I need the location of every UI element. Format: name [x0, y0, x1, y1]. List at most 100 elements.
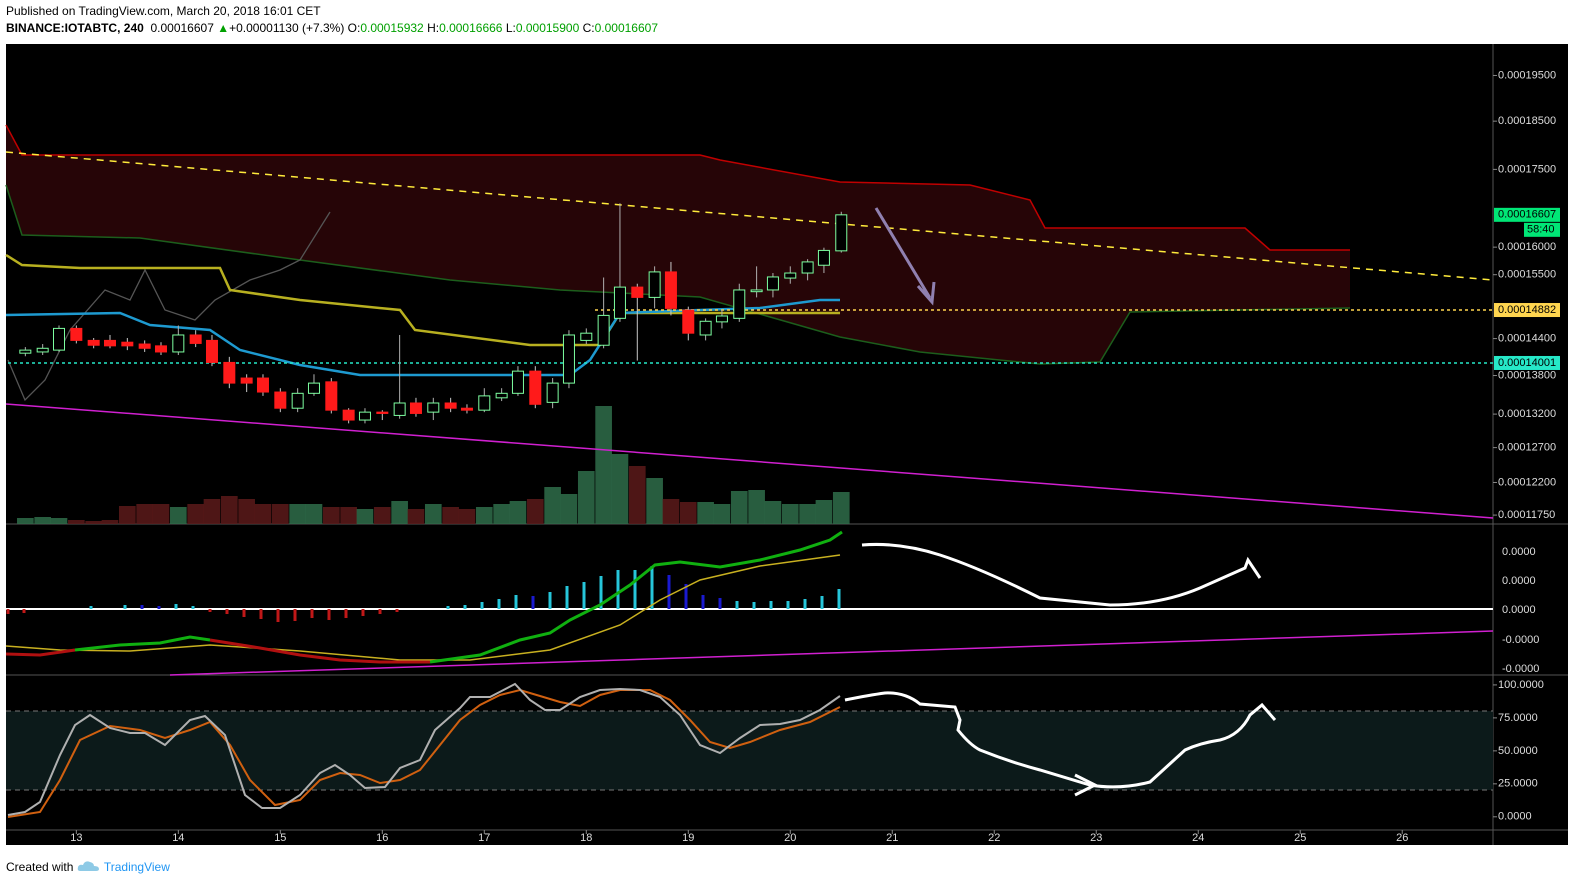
candle-body	[36, 347, 49, 353]
candle-body	[256, 377, 269, 393]
y-tick-label: 0.00012200	[1498, 476, 1556, 488]
candle-body	[87, 339, 100, 346]
x-tick-label: 18	[580, 832, 592, 844]
chikou	[7, 211, 331, 402]
macd-line	[74, 530, 843, 664]
candle-body	[103, 339, 116, 347]
support-line	[5, 403, 1494, 519]
tenkan	[5, 298, 840, 377]
volume-bar	[119, 506, 136, 524]
macd-trend	[169, 630, 1494, 676]
price-label: 0.00014882	[1498, 304, 1556, 316]
last: 0.00016607	[150, 21, 214, 35]
candle-body	[307, 382, 320, 394]
created: Created with	[6, 860, 74, 874]
volume-bar	[17, 518, 34, 524]
candle-body	[715, 315, 728, 323]
volume-bar	[356, 509, 374, 524]
drawing	[861, 542, 1262, 607]
arrow: ▲	[217, 21, 230, 35]
candle-body	[358, 411, 371, 421]
volume-bar	[577, 471, 595, 524]
volume-bar	[595, 406, 612, 524]
stoch-tick-label: 50.0000	[1498, 745, 1538, 757]
macd-tick-label: 0.0000	[1502, 604, 1536, 616]
volume-bar	[697, 502, 714, 524]
x-tick-label: 23	[1090, 832, 1102, 844]
macd-signal	[5, 554, 841, 661]
volume-bar	[424, 504, 442, 524]
candle-body	[817, 249, 830, 266]
c-label: C:	[582, 21, 595, 35]
volume-bar	[101, 520, 119, 524]
candle-body	[138, 343, 151, 349]
footer: Created with TradingView	[6, 857, 170, 874]
volume-bar	[544, 487, 561, 524]
volume-bar	[662, 499, 680, 524]
volume-bar	[628, 466, 646, 524]
volume-bar	[832, 492, 850, 524]
volume-bar	[611, 454, 629, 524]
candle-body	[427, 402, 440, 413]
x-tick-label: 22	[988, 832, 1000, 844]
volume-bar	[748, 490, 765, 524]
candle-body	[121, 341, 134, 347]
volume-bar	[289, 504, 306, 524]
candle-body	[648, 271, 661, 298]
candle-body	[223, 361, 236, 384]
c: 0.00016607	[594, 21, 658, 35]
candle-body	[750, 289, 763, 293]
volume-bar	[170, 507, 187, 524]
macd-tick-label: 0.0000	[1502, 546, 1536, 558]
candle-body	[495, 392, 508, 399]
l-label: L:	[505, 21, 516, 35]
price-label-box	[1494, 207, 1560, 222]
trend-line	[5, 151, 1494, 281]
published-line: Published on TradingView.com, March 20, …	[6, 4, 321, 18]
candle-body	[801, 261, 814, 274]
logo	[77, 861, 99, 871]
stoch-tick-label: 0.0000	[1498, 811, 1532, 823]
volume-bar	[679, 502, 697, 524]
candle-body	[511, 370, 524, 394]
candle-body	[376, 411, 389, 414]
macd-tick-label: -0.0000	[1502, 663, 1539, 675]
candle-body	[409, 402, 422, 414]
y-tick-label: 0.00019500	[1498, 69, 1556, 81]
countdown-box	[1524, 222, 1560, 237]
volume-bar	[391, 501, 408, 524]
senkou-a	[5, 184, 1351, 365]
candle-body	[580, 332, 593, 341]
h-label: H:	[427, 21, 440, 35]
candle-body	[784, 272, 797, 279]
candle-body	[52, 327, 65, 351]
candle-body	[325, 381, 338, 411]
price-label: 0.00016607	[1498, 209, 1556, 221]
macd-histogram	[89, 566, 841, 609]
candle-body	[613, 286, 626, 319]
stoch-tick-label: 100.0000	[1498, 679, 1544, 691]
volume-bar	[50, 518, 68, 524]
candle-body	[597, 314, 610, 346]
volume-bar	[254, 504, 272, 524]
price-label-box	[1494, 355, 1560, 370]
arrow	[874, 207, 936, 306]
stoch-d	[7, 688, 841, 818]
macd-histogram	[6, 609, 399, 622]
x-tick-label: 21	[886, 832, 898, 844]
volume-bar	[781, 504, 799, 524]
candle-body	[766, 276, 779, 291]
y-tick-label: 0.00018500	[1498, 115, 1556, 127]
candle-body	[444, 402, 457, 409]
volume-bar	[340, 507, 357, 524]
volume-bar	[203, 499, 221, 524]
candle-body	[70, 327, 83, 341]
volume-bar	[442, 507, 459, 524]
macd-tick-label: -0.0000	[1502, 634, 1539, 646]
volume-bar	[373, 507, 391, 524]
o: 0.00015932	[360, 21, 424, 35]
brand[interactable]: TradingView	[103, 860, 170, 874]
volume-bar	[475, 507, 493, 524]
x-tick-label: 17	[478, 832, 490, 844]
